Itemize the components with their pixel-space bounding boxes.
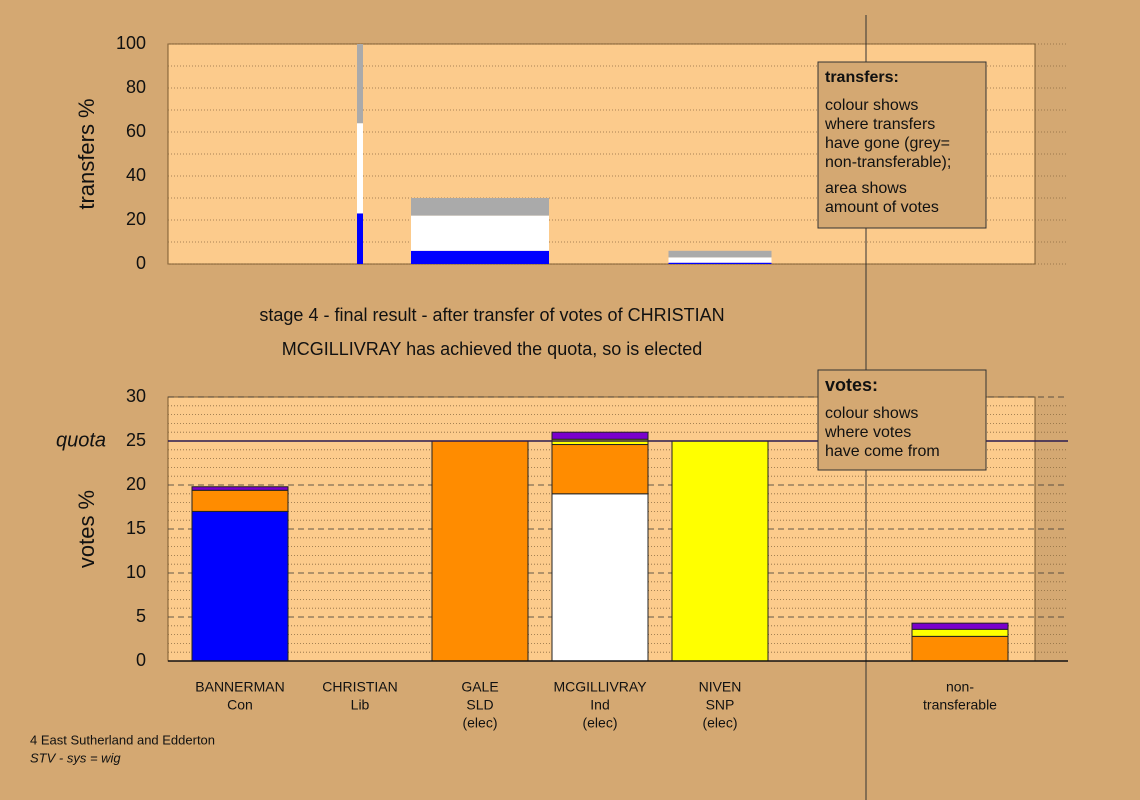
annotation-text: area shows	[825, 180, 907, 197]
y-tick-label: 40	[126, 165, 146, 185]
annotation-text: have come from	[825, 443, 940, 460]
bar-segment	[911, 622, 1009, 630]
annotation-title: votes:	[825, 375, 878, 395]
x-tick-label: MCGILLIVRAY	[553, 679, 647, 695]
x-tick-label: CHRISTIAN	[322, 679, 397, 695]
bar-segment	[911, 635, 1009, 662]
annotation-text: have gone (grey=	[825, 135, 950, 152]
y-tick-label: 20	[126, 209, 146, 229]
x-tick-label: transferable	[923, 697, 997, 713]
annotation-text: where votes	[824, 424, 911, 441]
y-tick-label: 30	[126, 386, 146, 406]
bar-segment	[411, 198, 549, 216]
x-tick-label: Con	[227, 697, 253, 713]
x-tick-label: (elec)	[462, 715, 497, 731]
annotation-box	[817, 369, 987, 471]
bar-segment	[357, 44, 363, 124]
annotation-text: colour shows	[825, 405, 918, 422]
footer-system: STV - sys = wig	[30, 750, 121, 765]
bar-segment	[191, 510, 289, 662]
y-tick-label: 5	[136, 606, 146, 626]
x-tick-label: GALE	[461, 679, 498, 695]
bar-segment	[357, 213, 363, 264]
x-tick-label: NIVEN	[699, 679, 742, 695]
bar-segment	[668, 257, 772, 263]
bar-segment	[191, 486, 289, 491]
annotation-text: where transfers	[824, 116, 935, 133]
y-tick-label: 100	[116, 33, 146, 53]
x-tick-label: BANNERMAN	[195, 679, 284, 695]
bar-segment	[668, 262, 772, 264]
bar-segment	[551, 493, 649, 662]
x-tick-label: (elec)	[702, 715, 737, 731]
annotation-title: transfers:	[825, 69, 899, 86]
x-tick-label: SLD	[466, 697, 493, 713]
annotation-box	[817, 61, 987, 229]
bar-segment	[411, 215, 549, 251]
quota-label: quota	[56, 429, 106, 451]
bar-segment	[671, 440, 769, 662]
bar-segment	[551, 444, 649, 495]
footer-area: 4 East Sutherland and Edderton	[30, 732, 215, 747]
annotation-text: colour shows	[825, 97, 918, 114]
y-tick-label: 20	[126, 474, 146, 494]
annotation-text: non-transferable);	[825, 154, 951, 171]
x-tick-label: (elec)	[582, 715, 617, 731]
annotation-text: amount of votes	[825, 199, 939, 216]
y-tick-label: 15	[126, 518, 146, 538]
x-tick-label: Ind	[590, 697, 609, 713]
bar-segment	[411, 250, 549, 264]
x-tick-label: Lib	[351, 697, 370, 713]
x-tick-label: SNP	[706, 697, 735, 713]
headline: MCGILLIVRAY has achieved the quota, so i…	[282, 339, 703, 359]
bar-segment	[191, 489, 289, 512]
y-tick-label: 0	[136, 253, 146, 273]
bar-segment	[431, 440, 529, 662]
bar-segment	[911, 628, 1009, 637]
y-axis-label: transfers %	[74, 98, 99, 209]
y-tick-label: 80	[126, 77, 146, 97]
bar-segment	[357, 123, 363, 214]
y-axis-label: votes %	[74, 490, 99, 568]
y-tick-label: 25	[126, 430, 146, 450]
y-tick-label: 10	[126, 562, 146, 582]
headline: stage 4 - final result - after transfer …	[259, 305, 724, 325]
bar-segment	[668, 250, 772, 258]
bar-segment	[551, 438, 649, 446]
y-tick-label: 60	[126, 121, 146, 141]
y-tick-label: 0	[136, 650, 146, 670]
bar-segment	[551, 431, 649, 440]
x-tick-label: non-	[946, 679, 974, 695]
